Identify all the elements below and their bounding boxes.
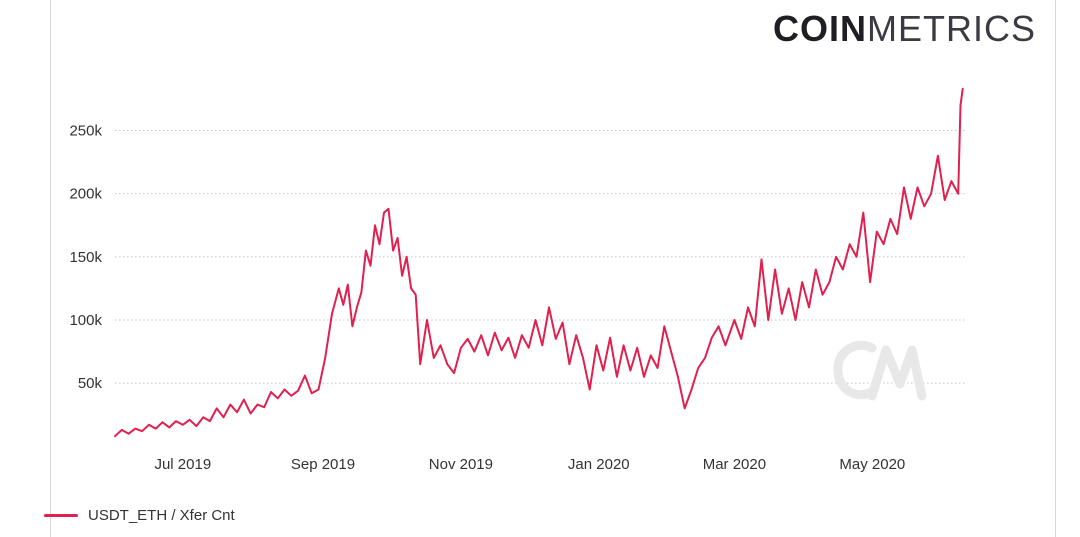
series-line-0	[114, 87, 964, 438]
frame-left-border	[50, 0, 51, 537]
legend-label: USDT_ETH / Xfer Cnt	[88, 506, 235, 524]
x-tick-label: May 2020	[839, 456, 905, 473]
x-tick-label: Jan 2020	[568, 456, 630, 473]
y-tick-label: 50k	[78, 375, 103, 392]
cm-watermark-icon	[833, 340, 927, 401]
y-tick-label: 150k	[69, 249, 102, 266]
y-tick-label: 250k	[69, 123, 102, 140]
series-layer	[114, 87, 964, 438]
x-tick-label: Jul 2019	[154, 456, 211, 473]
y-axis-ticks: 50k 100k 150k 200k 250k	[69, 123, 102, 393]
logo-bold-text: COIN	[773, 8, 867, 49]
x-axis-ticks: Jul 2019 Sep 2019 Nov 2019 Jan 2020 Mar 2020…	[154, 456, 905, 473]
y-tick-label: 200k	[69, 186, 102, 203]
legend-swatch	[44, 513, 78, 517]
x-tick-label: Sep 2019	[291, 456, 355, 473]
y-tick-label: 100k	[69, 312, 102, 329]
grid-lines	[115, 130, 965, 384]
frame-right-border	[1055, 0, 1056, 537]
logo-light-text: METRICS	[867, 8, 1036, 49]
x-tick-label: Nov 2019	[429, 456, 493, 473]
x-tick-label: Mar 2020	[703, 456, 766, 473]
coinmetrics-logo: COINMETRICS	[773, 8, 1036, 50]
chart-legend: USDT_ETH / Xfer Cnt	[44, 504, 235, 526]
